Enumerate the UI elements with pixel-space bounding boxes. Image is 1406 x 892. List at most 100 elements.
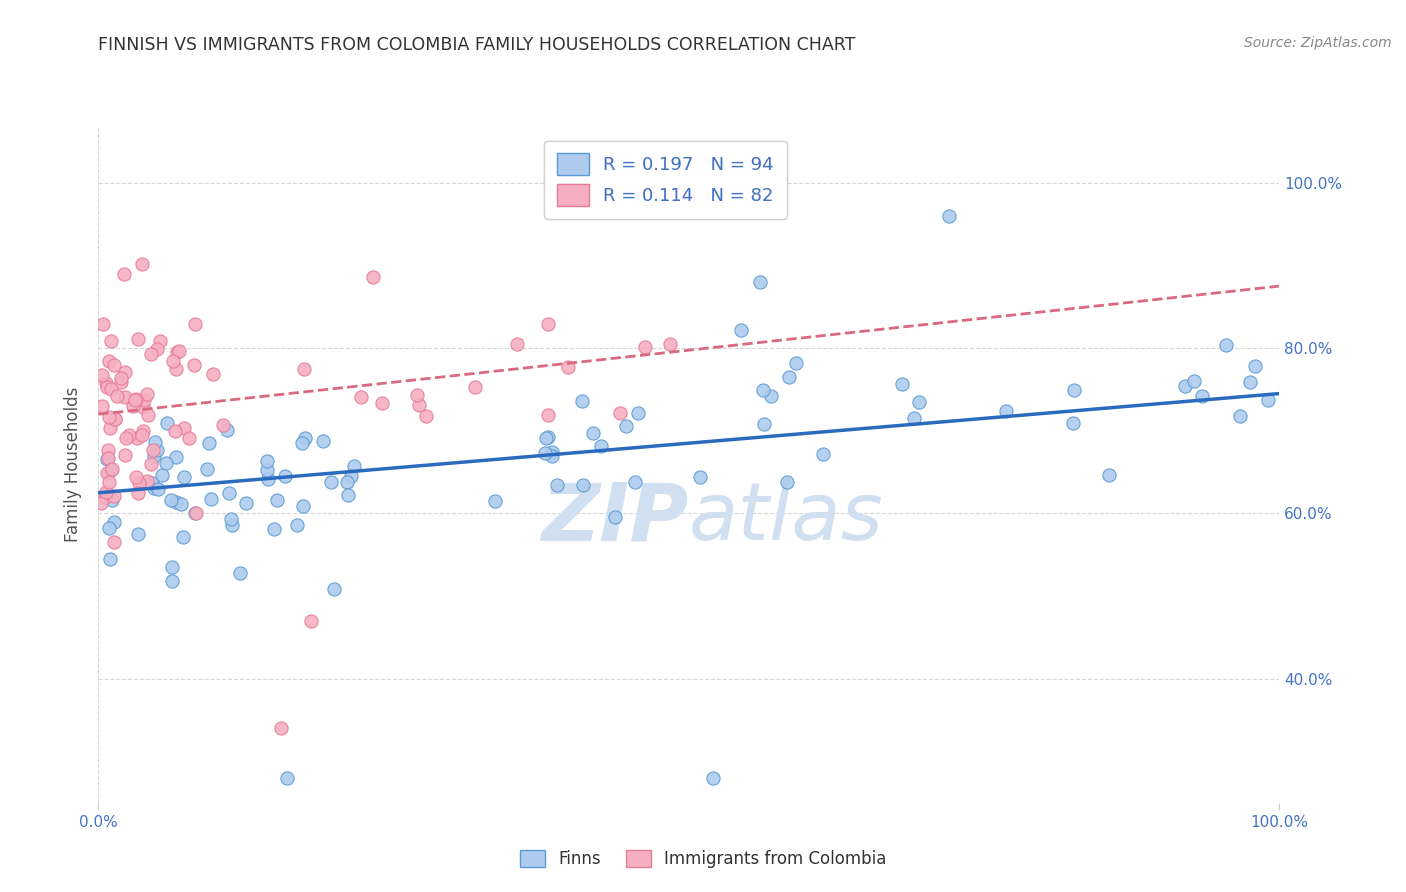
Point [235, 496, 257, 510]
Point [149, 334, 172, 348]
Point [183, 359, 205, 373]
Point [143, 435, 166, 450]
Point [135, 474, 157, 488]
Point [131, 424, 153, 438]
Legend: R = 0.197   N = 94, R = 0.114   N = 82: R = 0.197 N = 94, R = 0.114 N = 82 [544, 141, 787, 219]
Point [689, 469, 711, 483]
Point [294, 431, 316, 445]
Point [134, 392, 156, 407]
Point [184, 506, 207, 520]
Point [100, 382, 122, 396]
Point [371, 396, 394, 410]
Point [537, 430, 560, 444]
Point [91, 317, 114, 331]
Point [107, 388, 129, 402]
Point [115, 431, 138, 445]
Point [273, 469, 295, 483]
Legend: Finns, Immigrants from Colombia: Finns, Immigrants from Colombia [513, 843, 893, 875]
Point [571, 394, 593, 409]
Point [186, 506, 208, 520]
Point [100, 334, 122, 348]
Point [995, 403, 1018, 417]
Point [276, 771, 298, 785]
Point [292, 362, 315, 376]
Point [1229, 409, 1251, 424]
Point [1257, 393, 1279, 408]
Point [349, 390, 371, 404]
Point [748, 275, 770, 289]
Point [633, 340, 655, 354]
Point [90, 399, 112, 413]
Point [96, 466, 118, 480]
Point [572, 477, 595, 491]
Point [361, 270, 384, 285]
Point [343, 458, 366, 473]
Point [195, 462, 218, 476]
Point [98, 410, 121, 425]
Point [100, 463, 122, 477]
Point [229, 566, 252, 580]
Point [752, 383, 775, 397]
Point [110, 376, 132, 390]
Point [143, 482, 166, 496]
Point [201, 368, 224, 382]
Point [128, 475, 150, 490]
Point [101, 493, 124, 508]
Point [127, 332, 149, 346]
Point [131, 400, 153, 414]
Point [125, 392, 148, 406]
Point [406, 387, 429, 401]
Point [200, 491, 222, 506]
Point [221, 517, 243, 532]
Point [1244, 359, 1267, 374]
Point [131, 257, 153, 271]
Point [658, 336, 681, 351]
Point [754, 417, 776, 431]
Point [139, 458, 162, 472]
Text: atlas: atlas [689, 479, 884, 558]
Point [536, 408, 558, 422]
Point [778, 369, 800, 384]
Point [557, 359, 579, 374]
Point [166, 345, 188, 359]
Point [142, 442, 165, 457]
Point [96, 379, 118, 393]
Point [408, 398, 430, 412]
Point [136, 387, 159, 401]
Point [150, 467, 173, 482]
Point [112, 267, 135, 281]
Point [103, 359, 125, 373]
Point [785, 356, 807, 370]
Point [117, 428, 139, 442]
Point [98, 521, 121, 535]
Point [257, 472, 280, 486]
Point [534, 446, 557, 460]
Point [614, 419, 637, 434]
Point [155, 456, 177, 470]
Point [609, 406, 631, 420]
Point [484, 493, 506, 508]
Point [110, 371, 132, 385]
Point [291, 499, 314, 513]
Point [160, 574, 183, 588]
Point [172, 530, 194, 544]
Point [97, 443, 120, 458]
Text: FINNISH VS IMMIGRANTS FROM COLOMBIA FAMILY HOUSEHOLDS CORRELATION CHART: FINNISH VS IMMIGRANTS FROM COLOMBIA FAMI… [98, 36, 856, 54]
Point [165, 361, 187, 376]
Point [98, 421, 121, 435]
Point [312, 434, 335, 449]
Point [160, 560, 183, 574]
Point [464, 380, 486, 394]
Point [97, 354, 120, 368]
Point [146, 482, 169, 496]
Point [146, 443, 169, 458]
Point [114, 365, 136, 379]
Point [811, 447, 834, 461]
Point [582, 426, 605, 441]
Point [156, 417, 179, 431]
Y-axis label: Family Households: Family Households [65, 386, 83, 541]
Point [266, 493, 288, 508]
Point [97, 450, 120, 465]
Point [218, 485, 240, 500]
Point [169, 497, 191, 511]
